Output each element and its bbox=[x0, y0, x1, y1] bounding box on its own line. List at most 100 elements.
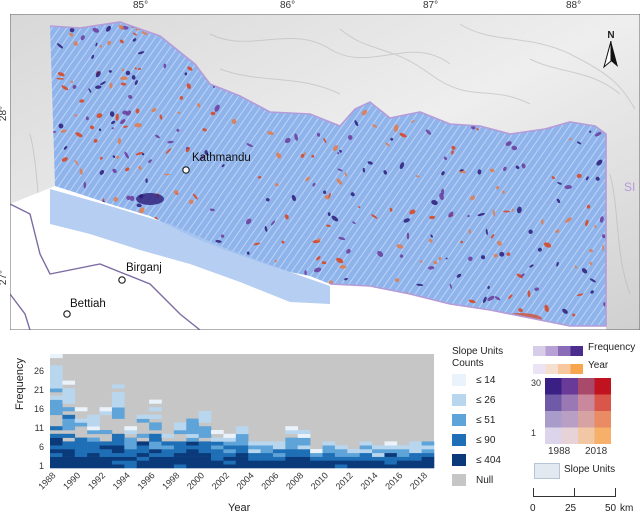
hotspot bbox=[111, 127, 114, 130]
hotspot bbox=[429, 215, 436, 220]
hotspot bbox=[358, 206, 361, 209]
hotspot bbox=[120, 119, 126, 125]
heatmap-cell bbox=[260, 449, 274, 454]
hotspot bbox=[197, 103, 201, 108]
hotspot bbox=[505, 141, 512, 147]
heatmap-cell bbox=[124, 430, 138, 435]
counts-legend-swatch bbox=[452, 374, 466, 386]
heatmap-cell bbox=[50, 437, 63, 442]
slope-units-swatch bbox=[534, 463, 560, 479]
hotspot bbox=[73, 41, 78, 46]
hotspot bbox=[494, 296, 501, 301]
hotspot bbox=[56, 77, 65, 80]
heatmap-cell bbox=[235, 445, 249, 450]
north-label: N bbox=[607, 30, 615, 41]
hotspot bbox=[99, 169, 105, 175]
heatmap-cell bbox=[211, 464, 224, 469]
hotspot bbox=[112, 168, 117, 174]
hotspot bbox=[339, 265, 347, 269]
map-frame[interactable] bbox=[10, 14, 640, 330]
hotspot bbox=[105, 25, 112, 32]
hotspot bbox=[165, 148, 172, 154]
bivariate-cell bbox=[561, 427, 578, 444]
heatmap-cell bbox=[322, 452, 336, 457]
hotspot bbox=[163, 63, 167, 69]
hotspot bbox=[499, 251, 505, 257]
heatmap-cell bbox=[396, 460, 410, 465]
hotspot bbox=[117, 137, 122, 145]
heatmap-cell bbox=[235, 456, 249, 461]
heatmap-cell bbox=[272, 464, 286, 469]
hotspot bbox=[312, 239, 321, 244]
heatmap-cell bbox=[50, 395, 63, 400]
heatmap-cell bbox=[136, 464, 150, 469]
hotspot bbox=[109, 82, 113, 89]
heatmap-cell bbox=[111, 407, 125, 412]
heatmap-cell bbox=[87, 437, 100, 442]
hotspot bbox=[362, 167, 365, 173]
heatmap-cell bbox=[111, 456, 125, 461]
heatmap-cell bbox=[223, 441, 237, 446]
heatmap-cell bbox=[149, 426, 162, 431]
counts-legend-item: ≤ 51 bbox=[452, 412, 495, 428]
heatmap-cell bbox=[50, 464, 63, 469]
heatmap-cell bbox=[186, 422, 199, 427]
hotspot-cluster bbox=[136, 193, 164, 205]
hotspot bbox=[176, 128, 180, 132]
heatmap-cell bbox=[285, 430, 299, 435]
heatmap-cell bbox=[409, 460, 422, 465]
heatmap-cell bbox=[62, 445, 76, 450]
hotspot bbox=[574, 265, 577, 269]
hotspot bbox=[210, 111, 216, 116]
hotspot bbox=[489, 168, 495, 173]
hotspot bbox=[564, 185, 573, 190]
heatmap-cell bbox=[384, 441, 398, 446]
hotspot bbox=[331, 215, 339, 222]
hotspot bbox=[390, 137, 394, 141]
heatmap-cell bbox=[136, 456, 150, 461]
heatmap-cell bbox=[310, 449, 323, 454]
heatmap-cell bbox=[124, 449, 138, 454]
hotspot bbox=[119, 39, 124, 44]
heatmap-cell bbox=[334, 456, 348, 461]
hotspot bbox=[275, 152, 282, 159]
heatmap-cell bbox=[421, 449, 435, 454]
hotspot bbox=[599, 216, 604, 223]
bivariate-cell bbox=[545, 378, 562, 395]
x-tick-label: 1990 bbox=[61, 470, 82, 491]
heatmap-cell bbox=[62, 460, 76, 465]
hotspot bbox=[300, 153, 305, 158]
heatmap-cell bbox=[248, 449, 261, 454]
hotspot bbox=[137, 51, 145, 55]
ramp-cell bbox=[545, 346, 558, 356]
hotspot bbox=[120, 82, 127, 86]
heatmap-cell bbox=[297, 437, 311, 442]
heatmap-cell bbox=[409, 452, 422, 457]
heatmap-cell bbox=[149, 437, 162, 442]
heatmap-cell bbox=[87, 418, 100, 423]
heatmap-cell bbox=[198, 433, 212, 438]
y-tick-label: 1 bbox=[39, 461, 44, 471]
heatmap-cell bbox=[74, 441, 88, 446]
heatmap-cell bbox=[396, 449, 410, 454]
heatmap-cell bbox=[124, 441, 138, 446]
heatmap-cell bbox=[297, 460, 311, 465]
x-tick-label: 1998 bbox=[160, 470, 181, 491]
hotspot bbox=[80, 35, 85, 41]
heatmap-cell bbox=[272, 441, 286, 446]
hotspot bbox=[493, 253, 498, 258]
hotspot bbox=[245, 218, 252, 225]
heatmap-cell bbox=[347, 449, 360, 454]
heatmap-cell bbox=[124, 445, 138, 450]
heatmap-cell bbox=[421, 441, 435, 446]
hotspot bbox=[406, 232, 410, 240]
heatmap-cell bbox=[50, 399, 63, 404]
y-tick-label: 21 bbox=[34, 385, 44, 395]
heatmap-cell bbox=[173, 430, 187, 435]
y-tick-label: 6 bbox=[39, 442, 44, 452]
heatmap-cell bbox=[260, 441, 274, 446]
hotspot bbox=[164, 173, 170, 176]
counts-legend-swatch bbox=[452, 434, 466, 446]
heatmap-cell bbox=[260, 464, 274, 469]
